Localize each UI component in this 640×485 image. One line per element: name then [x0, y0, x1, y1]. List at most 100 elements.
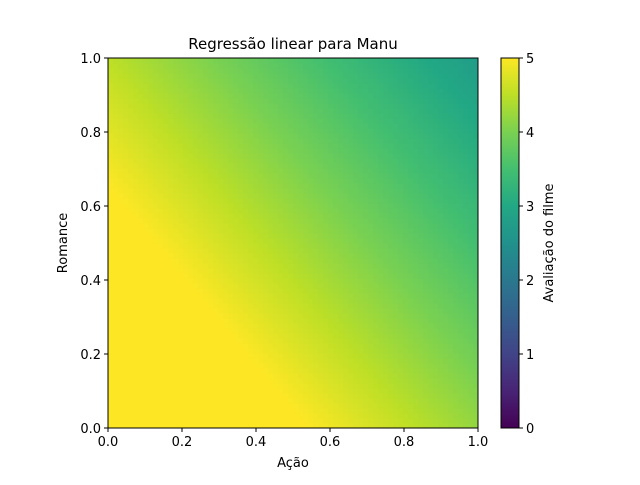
heatmap-cell [398, 258, 404, 264]
heatmap-cell [138, 383, 144, 389]
heatmap-cell [433, 173, 439, 179]
heatmap-cell [288, 198, 294, 204]
heatmap-cell [173, 253, 179, 259]
heatmap-cell [343, 138, 349, 144]
heatmap-cell [398, 378, 404, 384]
heatmap-cell [238, 73, 244, 79]
heatmap-cell [188, 373, 194, 379]
heatmap-cell [413, 243, 419, 249]
heatmap-cell [303, 148, 309, 154]
heatmap-cell [418, 333, 424, 339]
heatmap-cell [408, 83, 414, 89]
heatmap-cell [243, 268, 249, 274]
heatmap-cell [438, 418, 444, 424]
heatmap-cell [233, 288, 239, 294]
heatmap-cell [263, 178, 269, 184]
heatmap-cell [208, 368, 214, 374]
heatmap-cell [238, 303, 244, 309]
heatmap-cell [398, 213, 404, 219]
heatmap-cell [348, 158, 354, 164]
heatmap-cell [303, 408, 309, 414]
heatmap-cell [353, 108, 359, 114]
heatmap-cell [428, 278, 434, 284]
heatmap-cell [203, 148, 209, 154]
heatmap-cell [208, 238, 214, 244]
heatmap-cell [203, 128, 209, 134]
heatmap-cell [118, 253, 124, 259]
heatmap-cell [178, 253, 184, 259]
heatmap-cell [433, 328, 439, 334]
heatmap-cell [273, 338, 279, 344]
heatmap-cell [143, 373, 149, 379]
heatmap-cell [118, 153, 124, 159]
heatmap-cell [148, 98, 154, 104]
heatmap-cell [123, 253, 129, 259]
heatmap-cell [333, 393, 339, 399]
heatmap-cell [203, 223, 209, 229]
heatmap-cell [198, 373, 204, 379]
heatmap-cell [338, 198, 344, 204]
heatmap-cell [323, 138, 329, 144]
heatmap-cell [388, 198, 394, 204]
heatmap-cell [433, 278, 439, 284]
heatmap-cell [188, 143, 194, 149]
heatmap-cell [388, 98, 394, 104]
heatmap-cell [223, 133, 229, 139]
heatmap-cell [188, 203, 194, 209]
heatmap-cell [163, 308, 169, 314]
heatmap-cell [133, 328, 139, 334]
heatmap-cell [378, 158, 384, 164]
heatmap-cell [368, 358, 374, 364]
heatmap-cell [258, 393, 264, 399]
heatmap-cell [208, 68, 214, 74]
heatmap-cell [393, 203, 399, 209]
heatmap-cell [383, 328, 389, 334]
heatmap-cell [228, 168, 234, 174]
heatmap-cell [323, 393, 329, 399]
heatmap-cell [383, 103, 389, 109]
heatmap-cell [273, 363, 279, 369]
heatmap-cell [168, 233, 174, 239]
heatmap-cell [198, 398, 204, 404]
heatmap-cell [308, 368, 314, 374]
heatmap-cell [413, 303, 419, 309]
heatmap-cell [248, 278, 254, 284]
heatmap-cell [293, 373, 299, 379]
heatmap-cell [183, 323, 189, 329]
heatmap-cell [418, 78, 424, 84]
heatmap-cell [173, 363, 179, 369]
heatmap-cell [153, 148, 159, 154]
heatmap-cell [108, 398, 114, 404]
heatmap-cell [113, 128, 119, 134]
heatmap-cell [198, 218, 204, 224]
heatmap-cell [218, 338, 224, 344]
heatmap-cell [198, 208, 204, 214]
heatmap-cell [153, 318, 159, 324]
heatmap-cell [208, 343, 214, 349]
heatmap-cell [338, 203, 344, 209]
heatmap-cell [148, 103, 154, 109]
heatmap-cell [308, 308, 314, 314]
heatmap-cell [333, 63, 339, 69]
heatmap-cell [363, 178, 369, 184]
heatmap-cell [168, 283, 174, 289]
heatmap-cell [338, 133, 344, 139]
heatmap-cell [378, 163, 384, 169]
heatmap-cell [223, 383, 229, 389]
heatmap-cell [383, 358, 389, 364]
heatmap-cell [253, 318, 259, 324]
heatmap-cell [323, 268, 329, 274]
heatmap-cell [418, 103, 424, 109]
heatmap-cell [373, 63, 379, 69]
heatmap-cell [108, 353, 114, 359]
heatmap-cell [333, 253, 339, 259]
heatmap-cell [253, 418, 259, 424]
heatmap-cell [438, 193, 444, 199]
heatmap-cell [293, 73, 299, 79]
heatmap-cell [168, 108, 174, 114]
heatmap-cell [353, 138, 359, 144]
heatmap-cell [123, 343, 129, 349]
heatmap-cell [283, 318, 289, 324]
heatmap-cell [143, 243, 149, 249]
heatmap-cell [358, 293, 364, 299]
